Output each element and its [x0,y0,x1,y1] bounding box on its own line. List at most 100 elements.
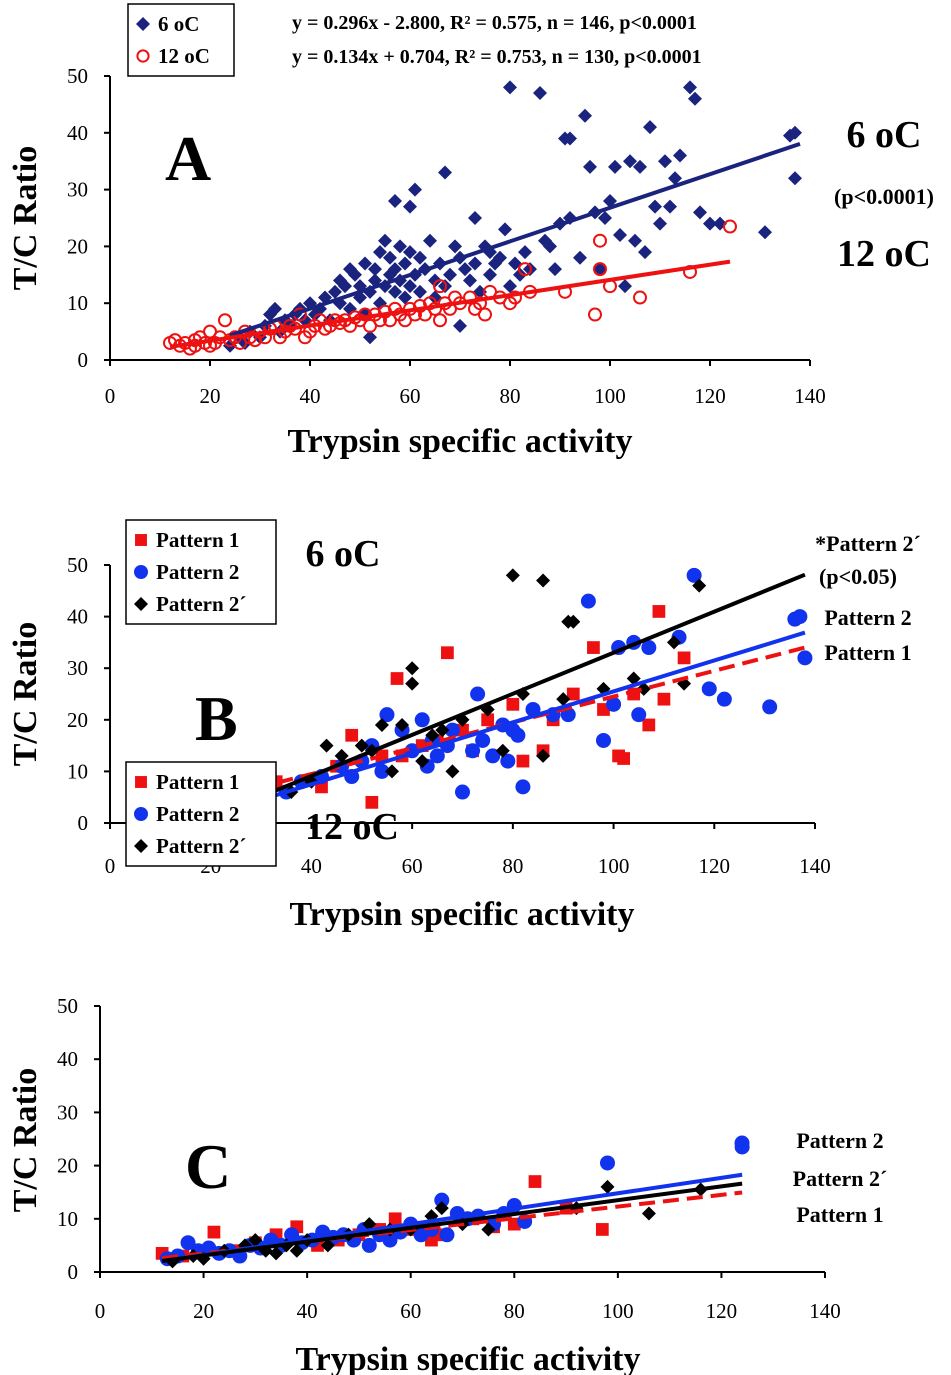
data-point [269,1246,284,1261]
data-point [470,686,486,702]
legend-marker [134,839,148,853]
data-point [626,671,641,686]
data-point [701,681,717,697]
panel-A: 0 10 20 30 40 50 0 20 40 60 80 100 120 140 Trypsin spe… [7,3,934,460]
data-point [443,267,457,282]
y-tick-label: 20 [67,234,88,258]
data-point [667,635,681,650]
data-point [556,692,571,707]
y-tick-label: 30 [67,656,88,680]
data-point [390,672,404,685]
data-point [493,250,507,265]
data-point [463,273,477,288]
data-point [603,193,617,208]
data-point [573,250,587,265]
data-point [284,1227,300,1243]
x-tick-label: 100 [594,384,626,408]
y-tick-label: 50 [57,994,78,1018]
line-label: *Pattern 2´ [815,531,921,556]
x-tick-label: 120 [706,1299,738,1323]
temperature-label: 12 oC [305,806,399,848]
data-point [413,250,427,265]
x-tick-label: 80 [504,1299,525,1323]
x-tick-label: 60 [402,854,423,878]
data-point [613,228,627,243]
data-point [788,171,802,186]
line-label: 12 oC [837,233,931,275]
x-tick-label: 60 [400,1299,421,1323]
data-point [505,568,520,583]
data-point [481,1222,496,1237]
data-point [423,233,437,248]
data-point [652,605,666,618]
data-point [578,108,592,123]
data-point [518,245,532,260]
y-tick-label: 40 [57,1047,78,1071]
data-point [677,651,691,665]
data-point [608,159,622,174]
data-point [593,262,607,277]
data-point [503,80,517,95]
legend-marker [135,776,147,788]
data-point [365,795,379,809]
data-point [548,262,562,277]
x-axis-title: Trypsin specific activity [290,896,635,933]
y-tick-label: 10 [57,1207,78,1231]
data-point [374,763,390,779]
data-point [596,732,611,748]
legend-marker [134,565,148,579]
data-point [383,250,397,265]
regression-line [169,259,731,349]
data-point [405,676,420,691]
regression-equation: y = 0.296x - 2.800, R² = 0.575, n = 146,… [292,12,697,34]
data-point [643,120,657,135]
data-point [631,707,647,723]
y-tick-label: 0 [78,348,89,372]
data-point [566,687,580,701]
data-point [435,723,450,738]
data-point [465,743,481,759]
data-point [434,1201,449,1216]
x-tick-label: 100 [602,1299,634,1323]
data-point [408,182,422,197]
data-point [658,154,672,169]
data-point [319,738,334,753]
data-point [692,578,707,593]
data-point [673,148,687,163]
data-point [348,267,362,282]
data-point [606,696,622,712]
data-point [385,764,399,779]
data-point [618,279,632,294]
data-point [403,245,417,260]
data-point [508,290,522,305]
temperature-label: 6 oC [306,533,381,575]
data-point [405,661,420,676]
y-tick-label: 10 [67,291,88,315]
x-tick-label: 20 [193,1299,214,1323]
data-point [320,1238,335,1253]
series-6-oc [223,80,802,353]
y-tick-label: 50 [67,64,88,88]
y-tick-label: 30 [57,1100,78,1124]
data-point [506,697,520,711]
y-tick-label: 30 [67,178,88,202]
legend: Pattern 1 Pattern 2 Pattern 2´ [125,519,277,625]
line-label: Pattern 2 [796,1128,883,1153]
legend: Pattern 1 Pattern 2 Pattern 2´ [125,761,277,867]
y-axis-title: T/C Ratio [7,622,44,767]
data-point [536,573,551,588]
data-point [414,712,430,728]
data-point [403,199,417,214]
data-point [513,267,527,282]
data-point [623,154,637,169]
data-point [566,614,581,629]
line-label: (p<0.0001) [834,184,934,209]
legend: 6 oC 12 oC [127,3,235,77]
data-point [458,262,472,277]
x-axis-title: Trypsin specific activity [288,423,633,460]
x-tick-label: 0 [105,854,116,878]
data-point [428,273,442,288]
legend-entry-label: 12 oC [158,44,210,68]
data-point [587,641,600,654]
data-point [328,284,342,299]
